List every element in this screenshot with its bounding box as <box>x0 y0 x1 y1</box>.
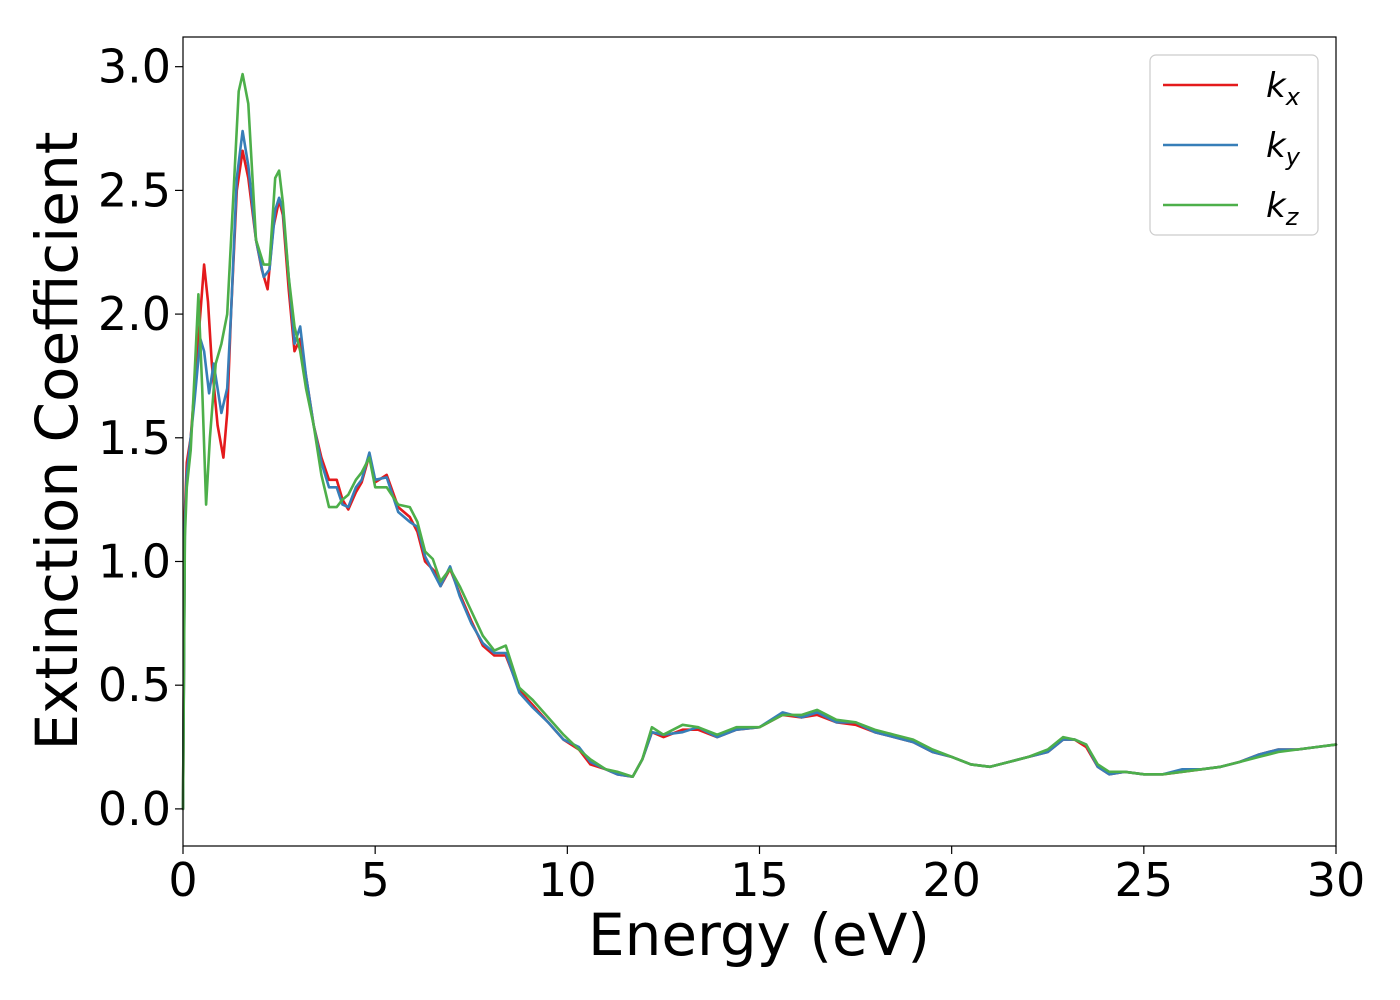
legend: kx ky kz <box>1149 54 1319 236</box>
series-line-y <box>181 129 1338 811</box>
y-tick-label: 0.5 <box>98 658 171 712</box>
x-tick-label: 20 <box>922 853 981 907</box>
x-tick-label: 0 <box>168 853 197 907</box>
x-tick-label: 10 <box>538 853 597 907</box>
legend-label-z: kz <box>1266 186 1300 231</box>
y-tick-label: 2.5 <box>98 163 171 217</box>
series-line-z <box>181 72 1338 811</box>
legend-label-x: kx <box>1266 66 1301 111</box>
legend-label-y: ky <box>1266 126 1301 171</box>
x-tick-label: 25 <box>1115 853 1174 907</box>
x-axis-label: Energy (eV) <box>588 901 930 969</box>
y-tick-label: 1.0 <box>98 534 171 588</box>
y-tick-label: 2.0 <box>98 287 171 341</box>
y-tick-label: 1.5 <box>98 411 171 465</box>
series-layer <box>181 72 1338 811</box>
y-axis: 0.0 0.5 1.0 1.5 2.0 2.5 3.0 <box>98 40 183 836</box>
x-tick-label: 30 <box>1307 853 1366 907</box>
x-axis: 0 5 10 15 20 25 30 <box>168 846 1365 907</box>
x-tick-label: 15 <box>730 853 789 907</box>
y-tick-label: 3.0 <box>98 40 171 94</box>
y-axis-label: Extinction Coefficient <box>23 132 91 751</box>
y-tick-label: 0.0 <box>98 782 171 836</box>
x-tick-label: 5 <box>361 853 390 907</box>
